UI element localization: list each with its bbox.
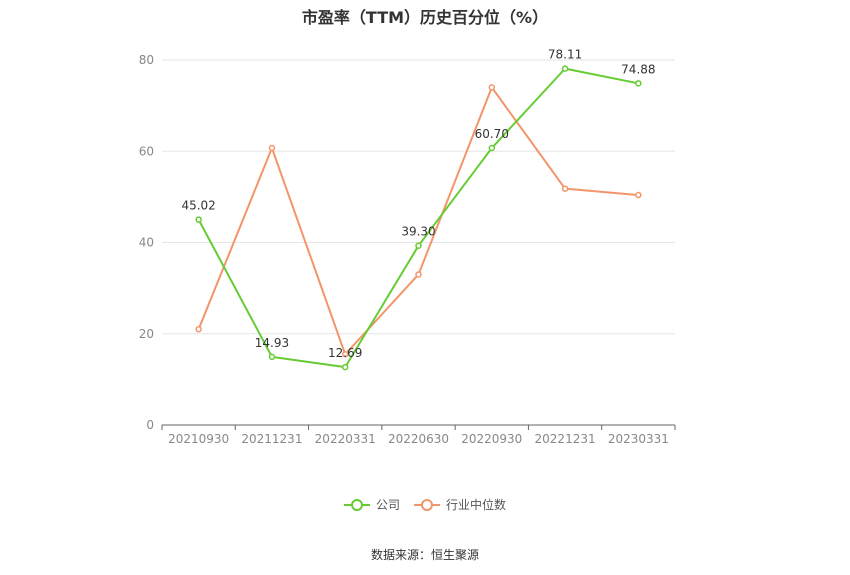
series-line-company — [197, 67, 639, 369]
data-point-industry — [488, 84, 496, 91]
data-point-industry — [268, 144, 276, 152]
data-label: 14.93 — [255, 336, 289, 350]
x-tick-label: 20230331 — [608, 432, 669, 446]
data-label: 45.02 — [181, 199, 215, 213]
legend-item-industry[interactable]: 行业中位数 — [414, 496, 506, 513]
legend-company-symbol-icon — [343, 498, 370, 511]
data-point-company — [488, 144, 496, 152]
data-point-company — [561, 65, 569, 72]
chart-plot: 0 20 40 60 80 20210930 20211231 20220331 2022063… — [139, 48, 676, 446]
data-point-company — [635, 80, 642, 87]
x-tick-label: 20211231 — [241, 432, 302, 446]
data-point-company — [415, 242, 422, 249]
x-tick-label: 20210930 — [168, 432, 229, 446]
y-tick-label: 80 — [139, 53, 154, 67]
source-note: 数据来源：恒生聚源 — [370, 548, 479, 562]
x-tick-label: 20220630 — [388, 432, 449, 446]
y-tick-label: 20 — [139, 327, 154, 341]
data-label: 78.11 — [548, 48, 582, 62]
axes: 0 20 40 60 80 20210930 20211231 20220331 2022063… — [139, 53, 676, 446]
data-point-industry — [415, 271, 422, 278]
legend-company-label: 公司 — [375, 498, 400, 512]
x-tick-label: 20221231 — [535, 432, 596, 446]
legend-industry-symbol-icon — [414, 498, 440, 511]
data-label: 12.69 — [328, 346, 362, 360]
data-labels: 45.02 14.93 12.69 39.30 60.70 78.11 74.88 — [181, 48, 655, 360]
data-point-company — [195, 216, 202, 223]
data-label: 60.70 — [475, 127, 509, 141]
data-point-industry — [561, 185, 569, 192]
series-lines — [195, 65, 642, 371]
y-tick-label: 0 — [146, 418, 154, 432]
y-tick-label: 60 — [139, 144, 154, 158]
data-label: 74.88 — [621, 62, 655, 76]
data-point-industry — [195, 325, 202, 333]
legend-industry-label: 行业中位数 — [446, 498, 507, 512]
data-label: 39.30 — [401, 225, 435, 239]
y-tick-label: 40 — [139, 236, 154, 250]
x-tick-label: 20220331 — [315, 432, 376, 446]
data-point-industry — [341, 351, 349, 358]
data-point-company — [268, 353, 276, 361]
legend: 公司 行业中位数 — [0, 496, 850, 513]
x-tick-label: 20220930 — [461, 432, 522, 446]
chart-title: 市盈率（TTM）历史百分位（%） — [301, 8, 549, 27]
grid-lines — [162, 59, 675, 335]
data-point-company — [341, 363, 349, 371]
data-point-industry — [635, 191, 642, 199]
series-line-industry — [197, 86, 639, 356]
legend-item-company[interactable]: 公司 — [343, 496, 400, 513]
